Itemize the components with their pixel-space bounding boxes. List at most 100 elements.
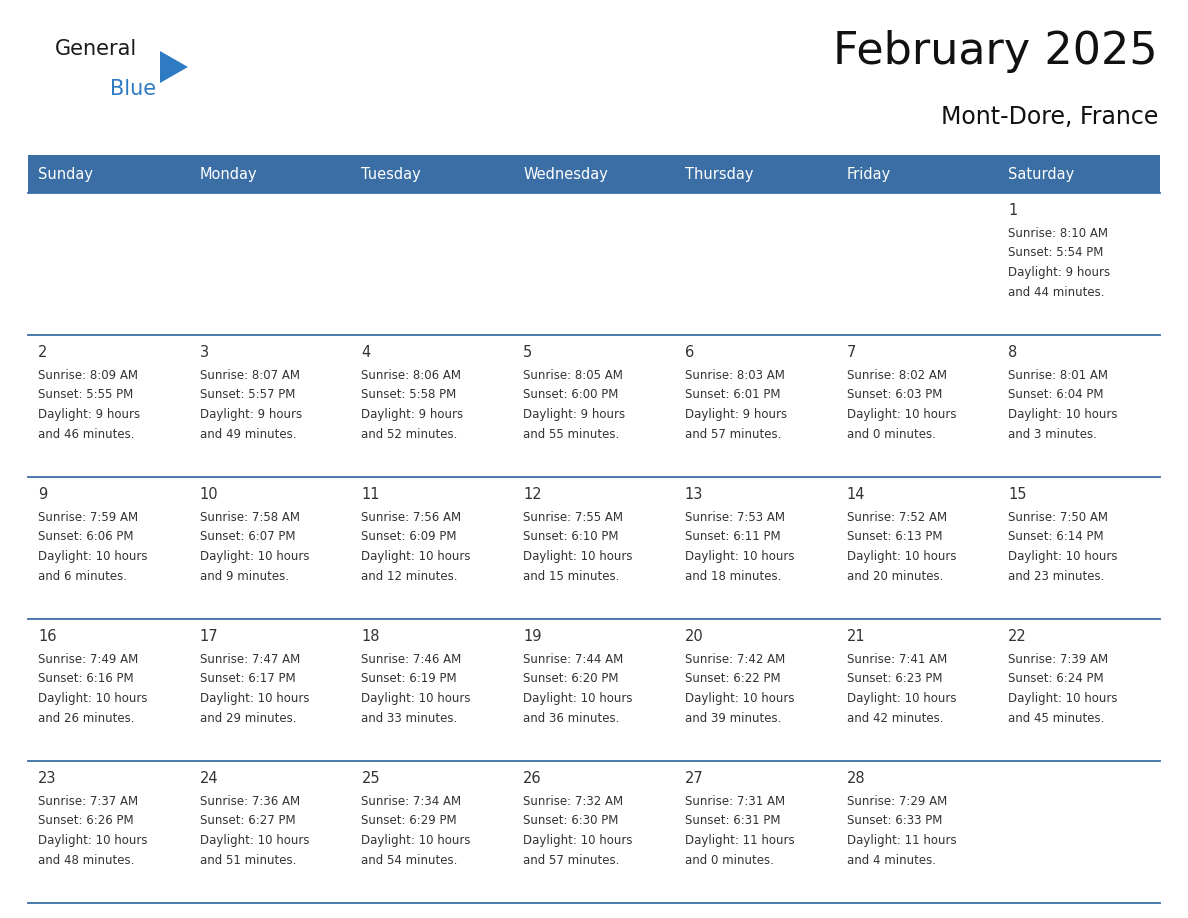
Text: and 18 minutes.: and 18 minutes. bbox=[684, 569, 782, 583]
Text: Sunset: 6:19 PM: Sunset: 6:19 PM bbox=[361, 673, 457, 686]
Text: and 51 minutes.: and 51 minutes. bbox=[200, 854, 296, 867]
Text: 27: 27 bbox=[684, 771, 703, 786]
Text: Sunset: 5:54 PM: Sunset: 5:54 PM bbox=[1009, 247, 1104, 260]
Bar bbox=[29, 335, 190, 477]
Text: Daylight: 10 hours: Daylight: 10 hours bbox=[684, 692, 795, 705]
Text: Thursday: Thursday bbox=[684, 166, 753, 182]
Text: Sunrise: 8:02 AM: Sunrise: 8:02 AM bbox=[847, 369, 947, 382]
Text: Sunset: 5:58 PM: Sunset: 5:58 PM bbox=[361, 388, 456, 401]
Bar bbox=[836, 619, 998, 761]
Text: and 42 minutes.: and 42 minutes. bbox=[847, 711, 943, 724]
Text: Sunset: 6:07 PM: Sunset: 6:07 PM bbox=[200, 531, 295, 543]
Text: 17: 17 bbox=[200, 629, 219, 644]
Bar bbox=[675, 477, 836, 619]
Bar bbox=[836, 155, 998, 193]
Text: Sunrise: 8:01 AM: Sunrise: 8:01 AM bbox=[1009, 369, 1108, 382]
Text: Daylight: 10 hours: Daylight: 10 hours bbox=[847, 692, 956, 705]
Text: Daylight: 10 hours: Daylight: 10 hours bbox=[38, 834, 147, 847]
Text: Sunrise: 8:07 AM: Sunrise: 8:07 AM bbox=[200, 369, 299, 382]
Text: 2: 2 bbox=[38, 345, 48, 360]
Text: 28: 28 bbox=[847, 771, 865, 786]
Text: Sunrise: 7:39 AM: Sunrise: 7:39 AM bbox=[1009, 653, 1108, 666]
Bar bbox=[675, 761, 836, 903]
Text: 3: 3 bbox=[200, 345, 209, 360]
Text: Sunrise: 7:32 AM: Sunrise: 7:32 AM bbox=[523, 795, 624, 808]
Text: and 26 minutes.: and 26 minutes. bbox=[38, 711, 134, 724]
Text: 22: 22 bbox=[1009, 629, 1028, 644]
Bar bbox=[836, 761, 998, 903]
Text: Sunrise: 8:09 AM: Sunrise: 8:09 AM bbox=[38, 369, 138, 382]
Text: Sunrise: 7:34 AM: Sunrise: 7:34 AM bbox=[361, 795, 462, 808]
Text: and 12 minutes.: and 12 minutes. bbox=[361, 569, 457, 583]
Text: Blue: Blue bbox=[110, 79, 156, 99]
Bar bbox=[190, 477, 352, 619]
Text: Sunrise: 8:03 AM: Sunrise: 8:03 AM bbox=[684, 369, 785, 382]
Text: and 29 minutes.: and 29 minutes. bbox=[200, 711, 296, 724]
Text: Sunset: 6:06 PM: Sunset: 6:06 PM bbox=[38, 531, 133, 543]
Text: and 46 minutes.: and 46 minutes. bbox=[38, 428, 134, 441]
Text: Daylight: 10 hours: Daylight: 10 hours bbox=[847, 550, 956, 563]
Text: Mont-Dore, France: Mont-Dore, France bbox=[941, 105, 1158, 129]
Bar bbox=[352, 477, 513, 619]
Bar bbox=[675, 193, 836, 335]
Bar bbox=[675, 619, 836, 761]
Text: and 36 minutes.: and 36 minutes. bbox=[523, 711, 619, 724]
Text: 23: 23 bbox=[38, 771, 57, 786]
Text: Sunrise: 7:56 AM: Sunrise: 7:56 AM bbox=[361, 511, 462, 524]
Text: Sunset: 6:30 PM: Sunset: 6:30 PM bbox=[523, 814, 619, 827]
Text: Sunrise: 7:49 AM: Sunrise: 7:49 AM bbox=[38, 653, 138, 666]
Text: 26: 26 bbox=[523, 771, 542, 786]
Text: Daylight: 11 hours: Daylight: 11 hours bbox=[847, 834, 956, 847]
Text: Sunset: 6:00 PM: Sunset: 6:00 PM bbox=[523, 388, 619, 401]
Text: Daylight: 9 hours: Daylight: 9 hours bbox=[361, 408, 463, 421]
Text: 10: 10 bbox=[200, 487, 219, 502]
Text: Sunset: 6:03 PM: Sunset: 6:03 PM bbox=[847, 388, 942, 401]
Text: Sunset: 6:10 PM: Sunset: 6:10 PM bbox=[523, 531, 619, 543]
Text: and 23 minutes.: and 23 minutes. bbox=[1009, 569, 1105, 583]
Text: Daylight: 10 hours: Daylight: 10 hours bbox=[523, 692, 633, 705]
Text: 20: 20 bbox=[684, 629, 703, 644]
Text: and 20 minutes.: and 20 minutes. bbox=[847, 569, 943, 583]
Bar bbox=[190, 619, 352, 761]
Text: Sunset: 5:57 PM: Sunset: 5:57 PM bbox=[200, 388, 295, 401]
Bar bbox=[675, 335, 836, 477]
Text: Friday: Friday bbox=[847, 166, 891, 182]
Bar bbox=[998, 155, 1159, 193]
Text: Sunset: 6:04 PM: Sunset: 6:04 PM bbox=[1009, 388, 1104, 401]
Text: Sunrise: 8:05 AM: Sunrise: 8:05 AM bbox=[523, 369, 623, 382]
Text: Sunrise: 7:58 AM: Sunrise: 7:58 AM bbox=[200, 511, 299, 524]
Text: Daylight: 10 hours: Daylight: 10 hours bbox=[38, 692, 147, 705]
Text: Sunset: 6:13 PM: Sunset: 6:13 PM bbox=[847, 531, 942, 543]
Bar bbox=[29, 155, 190, 193]
Text: Sunset: 6:23 PM: Sunset: 6:23 PM bbox=[847, 673, 942, 686]
Text: 15: 15 bbox=[1009, 487, 1026, 502]
Text: Sunset: 6:11 PM: Sunset: 6:11 PM bbox=[684, 531, 781, 543]
Text: 24: 24 bbox=[200, 771, 219, 786]
Text: 8: 8 bbox=[1009, 345, 1018, 360]
Bar bbox=[352, 761, 513, 903]
Text: Daylight: 9 hours: Daylight: 9 hours bbox=[1009, 266, 1111, 279]
Text: Daylight: 11 hours: Daylight: 11 hours bbox=[684, 834, 795, 847]
Text: 9: 9 bbox=[38, 487, 48, 502]
Text: Daylight: 9 hours: Daylight: 9 hours bbox=[200, 408, 302, 421]
Text: Daylight: 10 hours: Daylight: 10 hours bbox=[684, 550, 795, 563]
Bar bbox=[513, 335, 675, 477]
Text: 13: 13 bbox=[684, 487, 703, 502]
Text: Sunrise: 7:37 AM: Sunrise: 7:37 AM bbox=[38, 795, 138, 808]
Bar bbox=[675, 155, 836, 193]
Text: Daylight: 10 hours: Daylight: 10 hours bbox=[1009, 692, 1118, 705]
Text: Daylight: 9 hours: Daylight: 9 hours bbox=[38, 408, 140, 421]
Text: and 49 minutes.: and 49 minutes. bbox=[200, 428, 296, 441]
Text: Saturday: Saturday bbox=[1009, 166, 1074, 182]
Text: Sunset: 6:17 PM: Sunset: 6:17 PM bbox=[200, 673, 296, 686]
Text: Daylight: 10 hours: Daylight: 10 hours bbox=[200, 834, 309, 847]
Text: Daylight: 10 hours: Daylight: 10 hours bbox=[361, 550, 470, 563]
Text: Daylight: 10 hours: Daylight: 10 hours bbox=[200, 550, 309, 563]
Text: and 4 minutes.: and 4 minutes. bbox=[847, 854, 936, 867]
Bar bbox=[352, 193, 513, 335]
Bar bbox=[998, 335, 1159, 477]
Text: Sunset: 6:31 PM: Sunset: 6:31 PM bbox=[684, 814, 781, 827]
Text: Monday: Monday bbox=[200, 166, 258, 182]
Bar bbox=[352, 619, 513, 761]
Bar bbox=[513, 619, 675, 761]
